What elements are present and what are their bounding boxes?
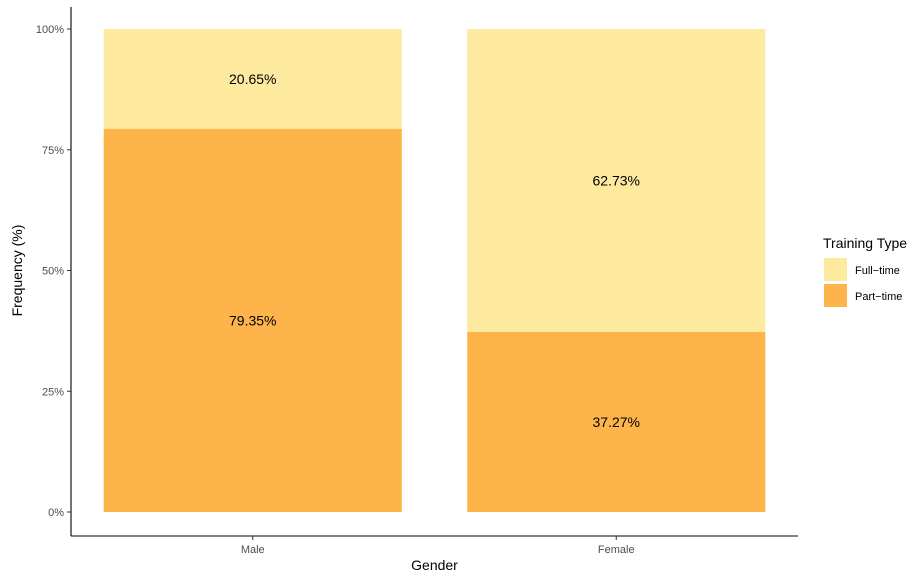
bar-female-part-time xyxy=(467,331,766,512)
x-axis-title: Gender xyxy=(411,557,458,573)
legend-key-full-time xyxy=(824,258,847,281)
data-label-female-part-time: 37.27% xyxy=(593,414,640,430)
y-tick-label-75: 75% xyxy=(42,145,64,157)
data-label-male-part-time: 79.35% xyxy=(229,312,276,328)
bar-male-full-time xyxy=(103,29,402,129)
y-tick-label-50: 50% xyxy=(42,266,64,278)
y-axis-title: Frequency (%) xyxy=(9,225,25,317)
legend-label-part-time: Part−time xyxy=(855,291,902,303)
y-tick-label-25: 25% xyxy=(42,386,64,398)
bar-female-full-time xyxy=(467,29,766,332)
data-label-male-full-time: 20.65% xyxy=(229,71,276,87)
y-tick-label-0: 0% xyxy=(48,507,64,519)
data-labels-layer: 79.35% 20.65% 37.27% 62.73% xyxy=(229,71,640,430)
legend-key-part-time xyxy=(824,284,847,307)
data-label-female-full-time: 62.73% xyxy=(593,172,640,188)
legend-label-full-time: Full−time xyxy=(855,265,900,277)
y-tick-label-100: 100% xyxy=(36,24,64,36)
x-tick-label-male: Male xyxy=(241,544,265,556)
legend-title: Training Type xyxy=(823,235,907,251)
bars-layer xyxy=(103,29,766,512)
axes-layer: 0% 25% 50% 75% 100% Male Female Gender Frequency… xyxy=(9,7,798,573)
bar-male-part-time xyxy=(103,128,402,512)
legend: Training Type Full−time Part−time xyxy=(823,235,907,307)
x-tick-label-female: Female xyxy=(598,544,635,556)
